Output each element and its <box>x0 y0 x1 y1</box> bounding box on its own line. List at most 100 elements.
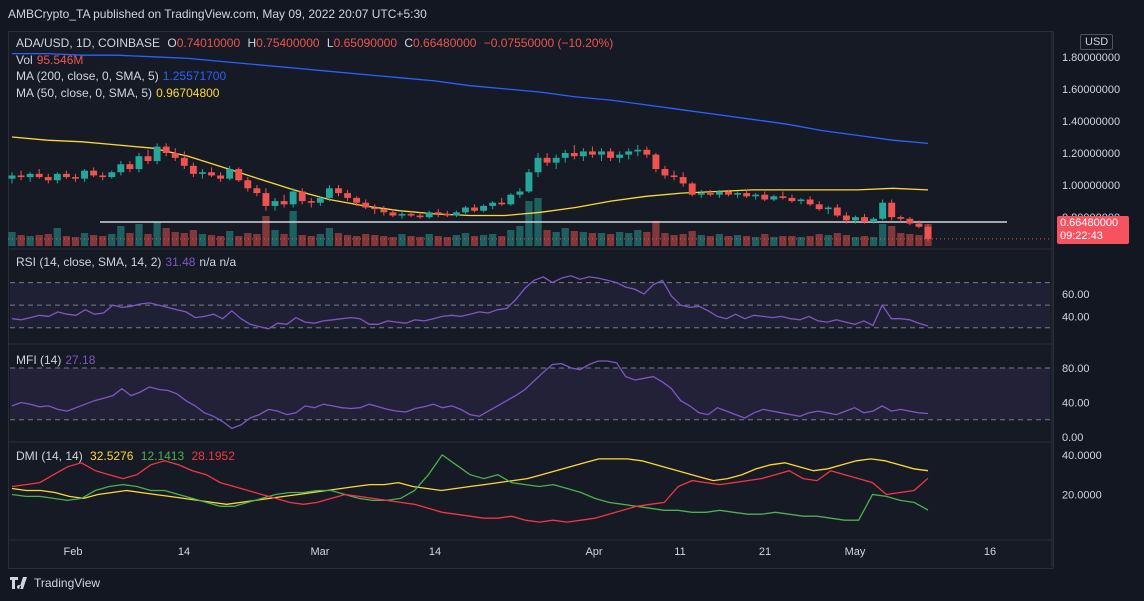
candle-body <box>344 193 352 198</box>
volume-bar <box>915 235 923 246</box>
volume-bar <box>561 228 569 246</box>
chart-frame[interactable] <box>8 31 1054 569</box>
dmi-tick-label: 20.0000 <box>1062 489 1102 501</box>
volume-bar <box>806 236 814 246</box>
volume-bar <box>298 235 306 246</box>
volume-bar <box>452 235 461 246</box>
close-value: 0.66480000 <box>413 36 477 50</box>
volume-bar <box>643 232 651 246</box>
candle-body <box>715 191 723 195</box>
dmi-adx-line <box>11 458 929 505</box>
volume-bar <box>26 236 34 246</box>
ma50-legend[interactable]: MA (50, close, 0, SMA, 5) 0.96704800 <box>16 86 223 100</box>
volume-bar <box>389 237 397 246</box>
rsi-line <box>11 275 929 330</box>
candle-body <box>416 215 424 218</box>
candle-body <box>915 223 923 227</box>
candle-body <box>153 146 161 162</box>
volume-bar <box>860 236 869 246</box>
volume-bar <box>588 233 597 246</box>
rsi-legend[interactable]: RSI (14, close, SMA, 14, 2) 31.48 n/a n/a <box>16 255 240 269</box>
dmi-plus-line <box>11 453 929 521</box>
volume-bar <box>280 234 288 246</box>
volume-bar <box>398 234 406 246</box>
candle-body <box>62 173 70 178</box>
candle-body <box>598 151 605 155</box>
volume-bar <box>443 237 451 246</box>
volume-bar <box>616 232 624 246</box>
volume-bar <box>425 234 433 246</box>
volume-bar <box>625 233 633 246</box>
close-label: C <box>404 36 414 50</box>
ma200-legend[interactable]: MA (200, close, 0, SMA, 5) 1.25571700 <box>16 69 230 83</box>
volume-bar <box>770 237 778 246</box>
candle-body <box>797 199 805 202</box>
candle-body <box>180 157 188 166</box>
mfi-label: MFI (14) <box>16 353 62 367</box>
candle-body <box>17 175 25 178</box>
volume-bar <box>289 211 297 246</box>
volume-bar <box>879 224 887 246</box>
dmi-plus-value: 12.1413 <box>140 449 185 463</box>
candle-body <box>697 193 705 195</box>
candle-body <box>108 172 116 178</box>
symbol-label[interactable]: ADA/USD, 1D, COINBASE <box>16 36 161 50</box>
volume-bar <box>62 236 71 246</box>
last-price-value: 0.66480000 <box>1060 217 1119 229</box>
volume-legend[interactable]: Vol 95.546M <box>16 53 87 67</box>
candle-body <box>235 169 243 181</box>
candle-body <box>879 202 887 219</box>
volume-bar <box>869 237 878 246</box>
time-tick-label: Mar <box>311 546 330 558</box>
mfi-tick-label: 40.00 <box>1062 397 1090 409</box>
candle-body <box>398 213 406 216</box>
candle-body <box>208 172 215 176</box>
candle-body <box>244 180 252 189</box>
volume-bar <box>498 236 506 246</box>
candle-body <box>144 156 152 162</box>
candle-body <box>53 173 61 181</box>
volume-bar <box>652 221 660 246</box>
candle-body <box>380 209 388 213</box>
volume-bar <box>697 235 705 246</box>
volume-bar <box>897 233 905 246</box>
volume-bar <box>706 236 714 246</box>
candle-body <box>480 205 488 211</box>
candle-body <box>353 197 361 203</box>
rsi-tick-label: 60.00 <box>1062 289 1090 301</box>
volume-bar <box>307 236 315 246</box>
volume-bar <box>489 234 497 246</box>
candle-body <box>189 165 197 174</box>
volume-bar <box>634 230 642 246</box>
volume-bar <box>833 233 841 246</box>
mfi-legend[interactable]: MFI (14) 27.18 <box>16 353 99 367</box>
volume-bar <box>180 233 188 246</box>
dmi-legend[interactable]: DMI (14, 14) 32.5276 12.1413 28.1952 <box>16 449 239 463</box>
candle-body <box>307 201 315 203</box>
volume-bar <box>135 224 143 246</box>
volume-bar <box>262 216 270 246</box>
candle-body <box>570 153 578 157</box>
candle-body <box>833 207 841 216</box>
volume-bar <box>171 232 179 246</box>
candle-body <box>226 169 234 179</box>
candle-body <box>298 191 306 202</box>
candle-body <box>534 157 542 173</box>
currency-button[interactable]: USD <box>1080 34 1114 50</box>
volume-bar <box>470 236 479 246</box>
candle-body <box>362 202 370 208</box>
volume-bar <box>44 234 52 246</box>
candle-body <box>90 170 98 176</box>
candle-body <box>897 217 905 219</box>
candle-body <box>815 204 823 210</box>
candle-body <box>434 212 442 214</box>
volume-bar <box>198 234 207 246</box>
bar-countdown: 09:22:43 <box>1060 230 1103 242</box>
footer: TradingView <box>10 576 100 590</box>
volume-bar <box>670 235 678 246</box>
candle-body <box>316 197 324 203</box>
mfi-tick-label: 0.00 <box>1062 432 1083 444</box>
candle-body <box>679 177 687 184</box>
candle-body <box>253 188 261 194</box>
